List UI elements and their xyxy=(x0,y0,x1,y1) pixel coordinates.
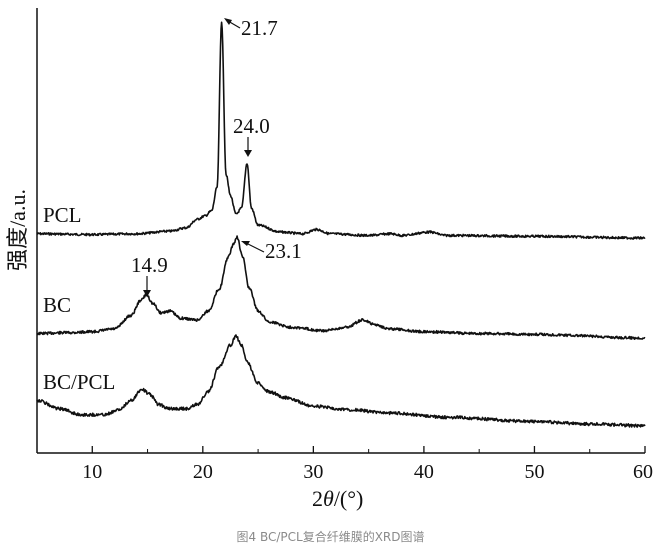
x-tick-label-10: 10 xyxy=(82,461,102,483)
x-tick-label-40: 40 xyxy=(414,461,434,483)
annotation-21-7-label: 21.7 xyxy=(241,16,278,40)
annotation-14-9-arrowhead xyxy=(143,290,151,297)
x-tick-label-30: 30 xyxy=(303,461,323,483)
annotation-24-0: 24.0 xyxy=(233,114,270,157)
series-line-bc-pcl xyxy=(36,334,646,428)
x-tick-label-60: 60 xyxy=(633,461,653,483)
series-line-bc xyxy=(36,235,646,340)
series-line-pcl xyxy=(36,21,646,240)
series-label-pcl: PCL xyxy=(43,203,82,227)
annotation-23-1-arrow xyxy=(245,242,265,253)
x-tick-label-50: 50 xyxy=(524,461,544,483)
annotation-23-1-label: 23.1 xyxy=(265,239,302,263)
annotation-14-9: 14.9 xyxy=(131,253,168,297)
figure-caption: 图4 BC/PCL复合纤维膜的XRD图谱 xyxy=(236,530,425,544)
x-axis-title: 2θ/(°) xyxy=(312,486,363,511)
x-axis-title-prefix: 2 xyxy=(312,486,323,511)
x-axis-title-theta: θ xyxy=(323,486,334,511)
annotation-14-9-label: 14.9 xyxy=(131,253,168,277)
annotation-24-0-arrowhead xyxy=(244,150,252,157)
y-axis-title: 强度/a.u. xyxy=(5,189,30,271)
annotation-21-7: 21.7 xyxy=(224,16,278,40)
x-axis-title-suffix: /(°) xyxy=(334,486,364,511)
annotation-23-1: 23.1 xyxy=(241,239,302,263)
annotation-21-7-arrowhead xyxy=(224,18,232,25)
annotation-24-0-label: 24.0 xyxy=(233,114,270,138)
annotation-23-1-arrowhead xyxy=(241,241,250,246)
x-tick-group: 10 20 30 40 50 60 xyxy=(36,446,653,483)
series-group xyxy=(36,21,646,428)
series-label-bc-pcl: BC/PCL xyxy=(43,370,115,394)
series-label-bc: BC xyxy=(43,293,71,317)
x-tick-label-20: 20 xyxy=(193,461,213,483)
